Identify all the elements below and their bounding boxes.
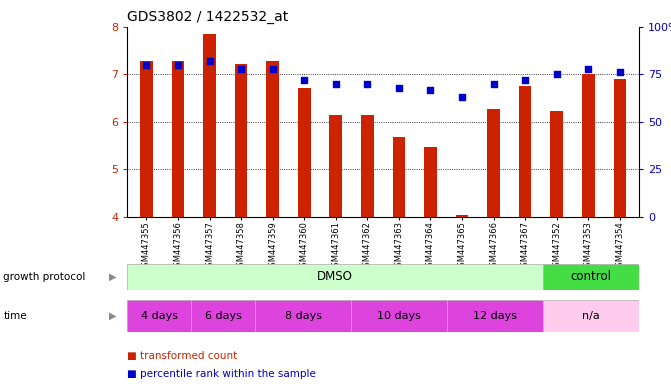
Bar xyxy=(203,34,216,217)
Point xyxy=(172,62,183,68)
Bar xyxy=(361,115,374,217)
Text: 12 days: 12 days xyxy=(473,311,517,321)
Point xyxy=(583,66,594,72)
Text: ▶: ▶ xyxy=(109,311,117,321)
Bar xyxy=(235,64,248,217)
Text: growth protocol: growth protocol xyxy=(3,272,86,282)
Text: DMSO: DMSO xyxy=(317,270,353,283)
Bar xyxy=(298,88,311,217)
Point xyxy=(362,81,372,87)
Text: ■ percentile rank within the sample: ■ percentile rank within the sample xyxy=(127,369,316,379)
Bar xyxy=(487,109,500,217)
Text: ■ transformed count: ■ transformed count xyxy=(127,351,238,361)
Point xyxy=(299,77,309,83)
Text: ▶: ▶ xyxy=(109,272,117,282)
Point xyxy=(236,66,246,72)
Bar xyxy=(393,137,405,217)
Bar xyxy=(582,74,595,217)
Text: 4 days: 4 days xyxy=(141,311,178,321)
Point xyxy=(330,81,341,87)
Point xyxy=(457,94,468,100)
Text: 6 days: 6 days xyxy=(205,311,242,321)
Bar xyxy=(329,115,342,217)
Text: control: control xyxy=(570,270,611,283)
Bar xyxy=(424,147,437,217)
Point xyxy=(488,81,499,87)
Bar xyxy=(266,61,279,217)
Point xyxy=(552,71,562,78)
Text: n/a: n/a xyxy=(582,311,600,321)
Point xyxy=(615,70,625,76)
Text: 8 days: 8 days xyxy=(285,311,322,321)
Text: 10 days: 10 days xyxy=(377,311,421,321)
Point xyxy=(141,62,152,68)
Bar xyxy=(519,86,531,217)
Bar xyxy=(140,61,153,217)
Point xyxy=(394,84,405,91)
Point xyxy=(267,66,278,72)
Point xyxy=(520,77,531,83)
Bar xyxy=(550,111,563,217)
Text: GDS3802 / 1422532_at: GDS3802 / 1422532_at xyxy=(127,10,289,23)
Point xyxy=(204,58,215,64)
Point xyxy=(425,86,436,93)
Bar xyxy=(172,61,185,217)
Text: time: time xyxy=(3,311,27,321)
Bar xyxy=(456,215,468,217)
Bar xyxy=(613,79,626,217)
